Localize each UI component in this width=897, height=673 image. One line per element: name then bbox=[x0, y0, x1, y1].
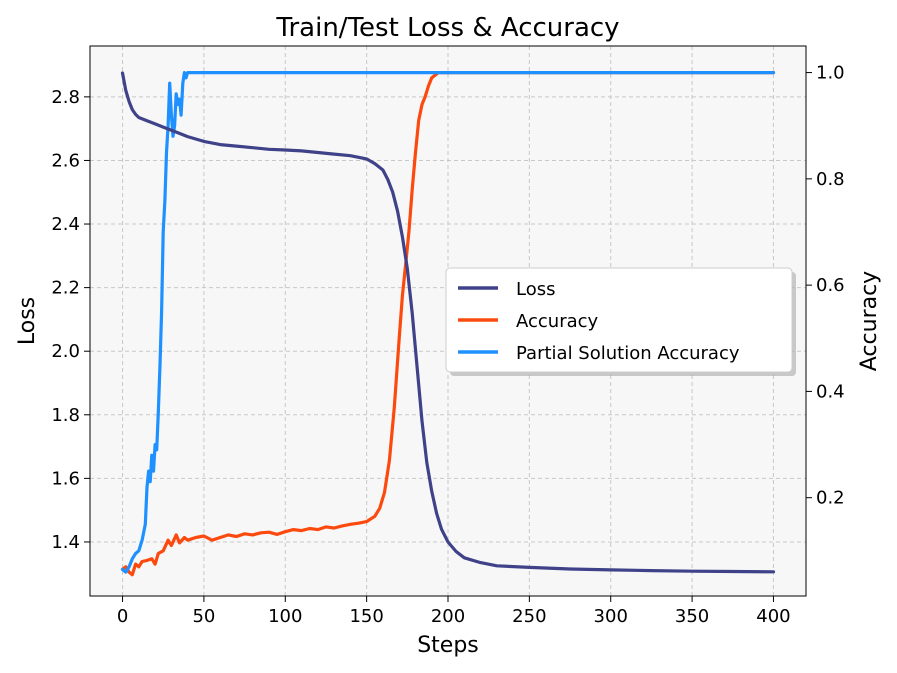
legend-items: Loss Accuracy Partial Solution Accuracy bbox=[458, 279, 740, 364]
legend-label: Loss bbox=[516, 279, 555, 300]
y2-tick-label: 1.0 bbox=[816, 63, 845, 84]
series-line-partial-solution-accuracy bbox=[120, 70, 776, 574]
y-axis-title: Loss bbox=[15, 297, 40, 345]
y-tick-label: 2.6 bbox=[51, 150, 80, 171]
x-tick-label: 100 bbox=[268, 606, 302, 627]
y2-axis-ticks: 0.2 0.4 0.6 0.8 1.0 bbox=[806, 63, 845, 509]
y-tick-label: 1.4 bbox=[51, 532, 80, 553]
y2-tick-label: 0.8 bbox=[816, 169, 845, 190]
legend-box bbox=[445, 267, 793, 373]
y2-tick-label: 0.2 bbox=[816, 488, 845, 509]
y-tick-label: 2.4 bbox=[51, 214, 80, 235]
x-tick-label: 300 bbox=[594, 606, 628, 627]
x-tick-label: 200 bbox=[431, 606, 465, 627]
y-tick-label: 2.0 bbox=[51, 341, 80, 362]
x-axis-ticks: 0 50 100 150 200 250 300 350 400 bbox=[117, 596, 791, 627]
x-tick-label: 350 bbox=[675, 606, 709, 627]
x-axis-title: Steps bbox=[417, 633, 479, 658]
y2-tick-label: 0.6 bbox=[816, 275, 845, 296]
x-tick-label: 400 bbox=[756, 606, 790, 627]
y-tick-label: 2.8 bbox=[51, 87, 80, 108]
x-tick-label: 50 bbox=[192, 606, 215, 627]
y2-axis-title: Accuracy bbox=[857, 271, 882, 371]
series-line-loss bbox=[120, 71, 776, 574]
y2-tick-label: 0.4 bbox=[816, 381, 845, 402]
legend-label: Accuracy bbox=[516, 311, 599, 332]
x-tick-label: 0 bbox=[117, 606, 128, 627]
y-axis-ticks: 1.4 1.6 1.8 2.0 2.2 2.4 2.6 2.8 bbox=[51, 87, 90, 553]
series-line-accuracy bbox=[120, 70, 776, 577]
legend-label: Partial Solution Accuracy bbox=[516, 343, 740, 364]
y-tick-label: 1.6 bbox=[51, 468, 80, 489]
x-tick-label: 250 bbox=[512, 606, 546, 627]
chart-title: Train/Test Loss & Accuracy bbox=[275, 13, 619, 43]
legend: Loss Accuracy Partial Solution Accuracy bbox=[445, 267, 796, 376]
x-tick-label: 150 bbox=[349, 606, 383, 627]
y-tick-label: 1.8 bbox=[51, 405, 80, 426]
series-layer bbox=[120, 70, 776, 577]
y-tick-label: 2.2 bbox=[51, 278, 80, 299]
